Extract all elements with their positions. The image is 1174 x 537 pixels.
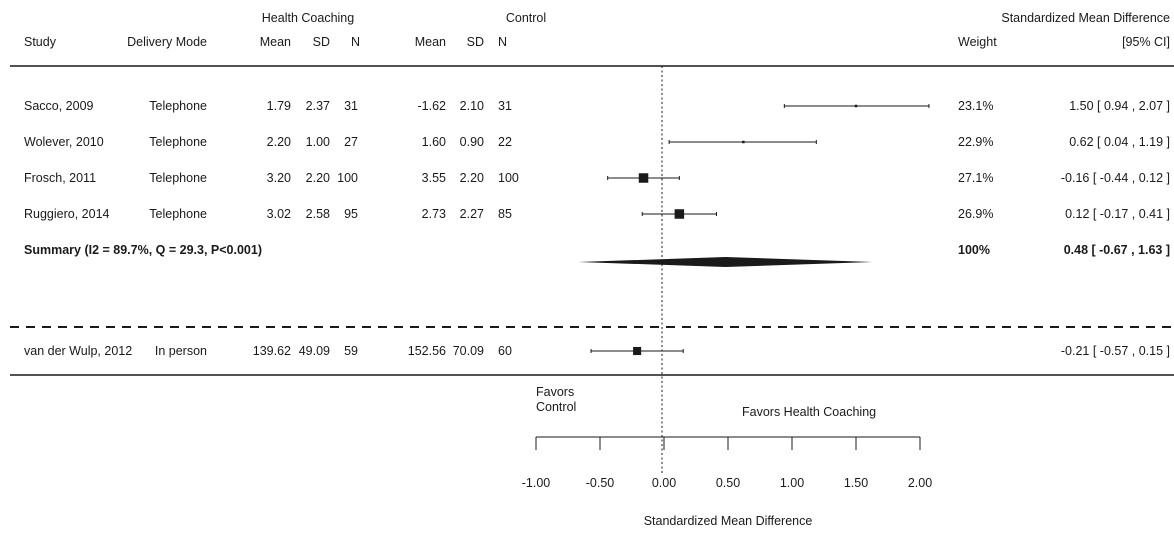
delivery-mode: Telephone bbox=[149, 99, 207, 113]
hc-n: 59 bbox=[344, 344, 358, 358]
col-ci-header: [95% CI] bbox=[1122, 35, 1170, 49]
control-n: 22 bbox=[498, 135, 512, 149]
col-mean2-header: Mean bbox=[415, 35, 446, 49]
weight: 22.9% bbox=[958, 135, 993, 149]
col-sd2-header: SD bbox=[467, 35, 484, 49]
control-sd: 0.90 bbox=[460, 135, 484, 149]
control-sd: 2.27 bbox=[460, 207, 484, 221]
delivery-mode: Telephone bbox=[149, 171, 207, 185]
favors-control-line1: Favors bbox=[536, 385, 574, 399]
point-estimate bbox=[854, 104, 858, 108]
hc-mean: 3.02 bbox=[267, 207, 291, 221]
study-name: Wolever, 2010 bbox=[24, 135, 104, 149]
effect-ci: 0.12 [ -0.17 , 0.41 ] bbox=[1065, 207, 1170, 221]
effect-ci: -0.21 [ -0.57 , 0.15 ] bbox=[1061, 344, 1170, 358]
col-n1-header: N bbox=[351, 35, 360, 49]
control-sd: 70.09 bbox=[453, 344, 484, 358]
effect-ci: 1.50 [ 0.94 , 2.07 ] bbox=[1069, 99, 1170, 113]
effect-ci: 0.62 [ 0.04 , 1.19 ] bbox=[1069, 135, 1170, 149]
hc-mean: 1.79 bbox=[267, 99, 291, 113]
study-name: Sacco, 2009 bbox=[24, 99, 94, 113]
point-estimate bbox=[674, 209, 685, 219]
hc-mean: 3.20 bbox=[267, 171, 291, 185]
control-mean: -1.62 bbox=[418, 99, 447, 113]
x-tick-label: -1.00 bbox=[522, 476, 551, 490]
hc-n: 31 bbox=[344, 99, 358, 113]
control-mean: 1.60 bbox=[422, 135, 446, 149]
favors-control-line2: Control bbox=[536, 400, 576, 414]
hc-mean: 2.20 bbox=[267, 135, 291, 149]
study-row: Ruggiero, 2014 Telephone 3.02 2.58 95 2.73 2.2… bbox=[24, 207, 1170, 221]
study-name: Ruggiero, 2014 bbox=[24, 207, 110, 221]
study-row: Wolever, 2010 Telephone 2.20 1.00 27 1.60 0.90… bbox=[24, 135, 1170, 149]
control-mean: 3.55 bbox=[422, 171, 446, 185]
hc-sd: 2.58 bbox=[306, 207, 330, 221]
weight: 23.1% bbox=[958, 99, 993, 113]
study-name: van der Wulp, 2012 bbox=[24, 344, 132, 358]
x-tick-label: 0.00 bbox=[652, 476, 676, 490]
control-n: 60 bbox=[498, 344, 512, 358]
hc-mean: 139.62 bbox=[253, 344, 291, 358]
group1-title: Health Coaching bbox=[262, 11, 354, 25]
summary-diamond bbox=[578, 257, 873, 267]
x-tick-label: 1.00 bbox=[780, 476, 804, 490]
control-mean: 2.73 bbox=[422, 207, 446, 221]
study-row-separate: van der Wulp, 2012 In person 139.62 49.09 59… bbox=[24, 344, 1170, 358]
control-mean: 152.56 bbox=[408, 344, 446, 358]
point-estimate bbox=[742, 140, 745, 144]
hc-n: 100 bbox=[337, 171, 358, 185]
x-tick-label: 2.00 bbox=[908, 476, 932, 490]
x-tick-label: 0.50 bbox=[716, 476, 740, 490]
col-sd1-header: SD bbox=[313, 35, 330, 49]
x-axis-title: Standardized Mean Difference bbox=[644, 514, 813, 528]
point-estimate bbox=[633, 346, 642, 356]
hc-n: 95 bbox=[344, 207, 358, 221]
study-row: Frosch, 2011 Telephone 3.20 2.20 100 3.55 2.20… bbox=[24, 171, 1170, 185]
x-tick-label: -0.50 bbox=[586, 476, 615, 490]
control-n: 31 bbox=[498, 99, 512, 113]
col-mean1-header: Mean bbox=[260, 35, 291, 49]
hc-sd: 2.37 bbox=[306, 99, 330, 113]
favors-control-label: Favors Control bbox=[536, 385, 578, 414]
delivery-mode: In person bbox=[155, 344, 207, 358]
group2-title: Control bbox=[506, 11, 546, 25]
delivery-mode: Telephone bbox=[149, 207, 207, 221]
hc-sd: 1.00 bbox=[306, 135, 330, 149]
weight: 26.9% bbox=[958, 207, 993, 221]
control-n: 85 bbox=[498, 207, 512, 221]
weight: 27.1% bbox=[958, 171, 993, 185]
summary-row: Summary (I2 = 89.7%, Q = 29.3, P<0.001) 1… bbox=[24, 243, 1170, 267]
favors-health-coaching-label: Favors Health Coaching bbox=[742, 405, 876, 419]
study-name: Frosch, 2011 bbox=[24, 171, 96, 185]
delivery-mode: Telephone bbox=[149, 135, 207, 149]
hc-sd: 2.20 bbox=[306, 171, 330, 185]
point-estimate bbox=[638, 173, 649, 183]
summary-weight: 100% bbox=[958, 243, 990, 257]
summary-label: Summary (I2 = 89.7%, Q = 29.3, P<0.001) bbox=[24, 243, 262, 257]
hc-n: 27 bbox=[344, 135, 358, 149]
summary-effect-ci: 0.48 [ -0.67 , 1.63 ] bbox=[1064, 243, 1170, 257]
col-n2-header: N bbox=[498, 35, 507, 49]
col-weight-header: Weight bbox=[958, 35, 997, 49]
hc-sd: 49.09 bbox=[299, 344, 330, 358]
x-tick-label: 1.50 bbox=[844, 476, 868, 490]
control-n: 100 bbox=[498, 171, 519, 185]
study-row: Sacco, 2009 Telephone 1.79 2.37 31 -1.62 2.10 3… bbox=[24, 99, 1170, 113]
col-delivery-header: Delivery Mode bbox=[127, 35, 207, 49]
control-sd: 2.10 bbox=[460, 99, 484, 113]
control-sd: 2.20 bbox=[460, 171, 484, 185]
effect-ci: -0.16 [ -0.44 , 0.12 ] bbox=[1061, 171, 1170, 185]
smd-title: Standardized Mean Difference bbox=[1001, 11, 1170, 25]
col-study-header: Study bbox=[24, 35, 57, 49]
